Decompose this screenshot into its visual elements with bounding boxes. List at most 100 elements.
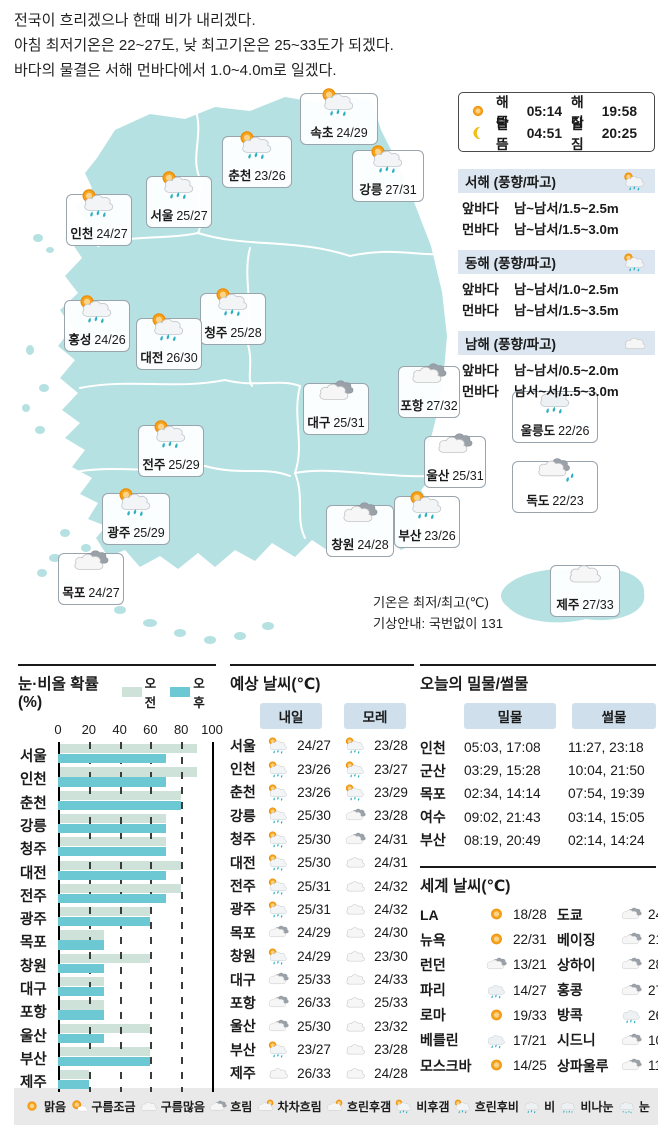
day-after-weather-icon: [343, 1065, 368, 1082]
forecast-row: 서울 24/27 23/28: [230, 734, 414, 757]
tide-column-heads: 밀물 썰물: [464, 703, 656, 729]
day-after-temp: 24/28: [374, 1065, 408, 1081]
tomorrow-temp: 24/29: [297, 948, 331, 964]
map-city-name: 서울: [150, 209, 174, 223]
pm-bar: [58, 940, 105, 950]
legend-item: 흐림: [208, 1098, 252, 1115]
map-city-temp: 24/28: [357, 538, 389, 552]
tomorrow-temp: 25/33: [297, 972, 331, 988]
pm-bar: [58, 1033, 105, 1043]
day-after-temp: 24/31: [374, 855, 408, 871]
weather-icon: [116, 487, 156, 517]
map-city-layer: 속초 24/29 춘천 23/26 강릉 27/31 서울 25/27 인천 24/27 청주 25/…: [0, 88, 658, 662]
map-city-box: 서울 25/27: [146, 171, 212, 228]
high-tide-times: 09:02, 21:43: [464, 809, 541, 825]
world-temp: 24/33: [648, 907, 658, 923]
sea-wind-wave: 남~남서/1.5~3.5m: [514, 303, 619, 318]
chart-header: 눈·비올 확률(%) 오전 오후: [18, 664, 216, 712]
chart-row: 대전: [18, 859, 216, 882]
forecast-rows: 서울 24/27 23/28 인천 23/26 23/27 춘천 23/26 23/29 강릉 25…: [230, 734, 414, 1085]
legend-item: 눈: [617, 1098, 650, 1115]
tide-header: 오늘의 밀물/썰물: [420, 664, 656, 694]
map-city-box: 울릉도 22/26: [512, 390, 598, 443]
day-after-weather-icon: [343, 784, 368, 801]
map-city-label: 부산 23/26: [395, 525, 459, 544]
low-tide-times: 02:14, 14:24: [568, 832, 645, 848]
world-temp: 27/34: [648, 982, 658, 998]
weather-icon: [71, 547, 111, 577]
forecast-city: 포항: [230, 994, 256, 1011]
day-after-temp: 24/32: [374, 878, 408, 894]
sea-zone-label: 앞바다: [462, 201, 499, 216]
sea-forecast-block: 동해 (풍향/파고) 앞바다 남~남서/1.0~2.5m 먼바다 남~남서/1.5~3.…: [458, 250, 655, 320]
map-city-temp: 25/29: [168, 458, 200, 472]
map-city-name: 청주: [204, 326, 228, 340]
world-city: 파리: [420, 982, 446, 999]
world-city: 모스크바: [420, 1057, 472, 1074]
icon-legend: 맑음 구름조금 구름많음 흐림 차차흐림 흐린후갬 비후갬 흐린후비 비 비나눈 눈: [14, 1088, 658, 1125]
day-after-temp: 23/28: [374, 808, 408, 824]
sea-wind-wave: 남~남서/0.5~2.0m: [514, 363, 619, 378]
weather-call-note: 기상안내: 국번없이 131: [373, 616, 504, 631]
legend-label: 비: [544, 1100, 556, 1114]
moonset-time: 20:25: [601, 125, 637, 141]
world-weather-icon: [484, 956, 509, 973]
world-weather-icon: [484, 982, 509, 999]
sun-moon-times: 해뜸 05:14 해짐 19:58 달뜸 04:51 달짐 20:25: [458, 92, 655, 152]
tomorrow-weather-icon: [266, 784, 291, 801]
am-bar: [58, 767, 197, 777]
sea-row: 앞바다 남~남서/1.5~2.5m: [458, 197, 655, 218]
am-label: 오전: [144, 677, 157, 710]
cloud-dark-icon: [208, 1099, 228, 1114]
map-city-temp: 23/26: [424, 529, 456, 543]
map-city-box: 포항 27/32: [398, 363, 460, 418]
map-city-label: 대전 26/30: [137, 347, 201, 366]
am-bar: [58, 907, 151, 917]
day-after-temp: 23/30: [374, 948, 408, 964]
tomorrow-temp: 23/26: [297, 784, 331, 800]
map-city-label: 인천 24/27: [67, 223, 131, 242]
forecast-row: 제주 26/33 24/28: [230, 1061, 414, 1084]
pm-bar: [58, 777, 166, 787]
bottom-section: 눈·비올 확률(%) 오전 오후 0 20 40 60 80 100 서울 인천 춘천 강릉 청주…: [0, 664, 658, 1092]
sea-zone-label: 먼바다: [462, 222, 499, 237]
day-after-weather-icon: [343, 761, 368, 778]
map-city-label: 독도 22/23: [513, 490, 597, 509]
world-weather-icon: [619, 931, 644, 948]
weather-icon: [535, 455, 575, 485]
map-city-label: 홍성 24/26: [65, 329, 129, 348]
korea-weather-map: 속초 24/29 춘천 23/26 강릉 27/31 서울 25/27 인천 24/27 청주 25/…: [0, 88, 658, 662]
sea-header: 서해 (풍향/파고): [458, 169, 655, 193]
legend-label: 맑음: [44, 1100, 67, 1114]
tomorrow-weather-icon: [266, 1018, 291, 1035]
tomorrow-temp: 25/30: [297, 808, 331, 824]
moonrise-moonset-row: 달뜸 04:51 달짐 20:25: [467, 117, 646, 152]
tide-title: 오늘의 밀물/썰물: [420, 676, 529, 693]
day-after-temp: 23/27: [374, 761, 408, 777]
map-city-box: 인천 24/27: [66, 189, 132, 246]
map-city-box: 부산 23/26: [394, 491, 460, 548]
legend-item: 비후갬: [394, 1098, 450, 1115]
world-city: 상하이: [557, 956, 596, 973]
tide-row: 군산 03:29, 15:28 10:04, 21:50: [420, 759, 656, 782]
map-city-name: 울산: [426, 469, 450, 483]
world-temp: 26/35: [648, 1007, 658, 1023]
chart-row: 서울: [18, 742, 216, 765]
forecast-table: 예상 날씨(℃) 내일 모레 서울 24/27 23/28 인천 23/26 23/27 춘…: [230, 664, 414, 1085]
map-city-temp: 25/29: [133, 526, 165, 540]
world-weather-icon: [619, 1007, 644, 1024]
map-city-name: 인천: [70, 227, 94, 241]
forecast-row: 울산 25/30 23/32: [230, 1015, 414, 1038]
forecast-city: 춘천: [230, 784, 256, 801]
forecast-city: 인천: [230, 761, 256, 778]
weather-icon: [565, 559, 605, 589]
day-after-weather-icon: [343, 994, 368, 1011]
sea-weather-icon: [622, 172, 648, 191]
chart-row: 전주: [18, 882, 216, 905]
forecast-row: 춘천 23/26 23/29: [230, 781, 414, 804]
map-city-box: 춘천 23/26: [222, 131, 292, 188]
day-after-temp: 25/33: [374, 995, 408, 1011]
axis-tick-label: 0: [54, 722, 62, 737]
chart-category-label: 서울: [20, 749, 47, 765]
